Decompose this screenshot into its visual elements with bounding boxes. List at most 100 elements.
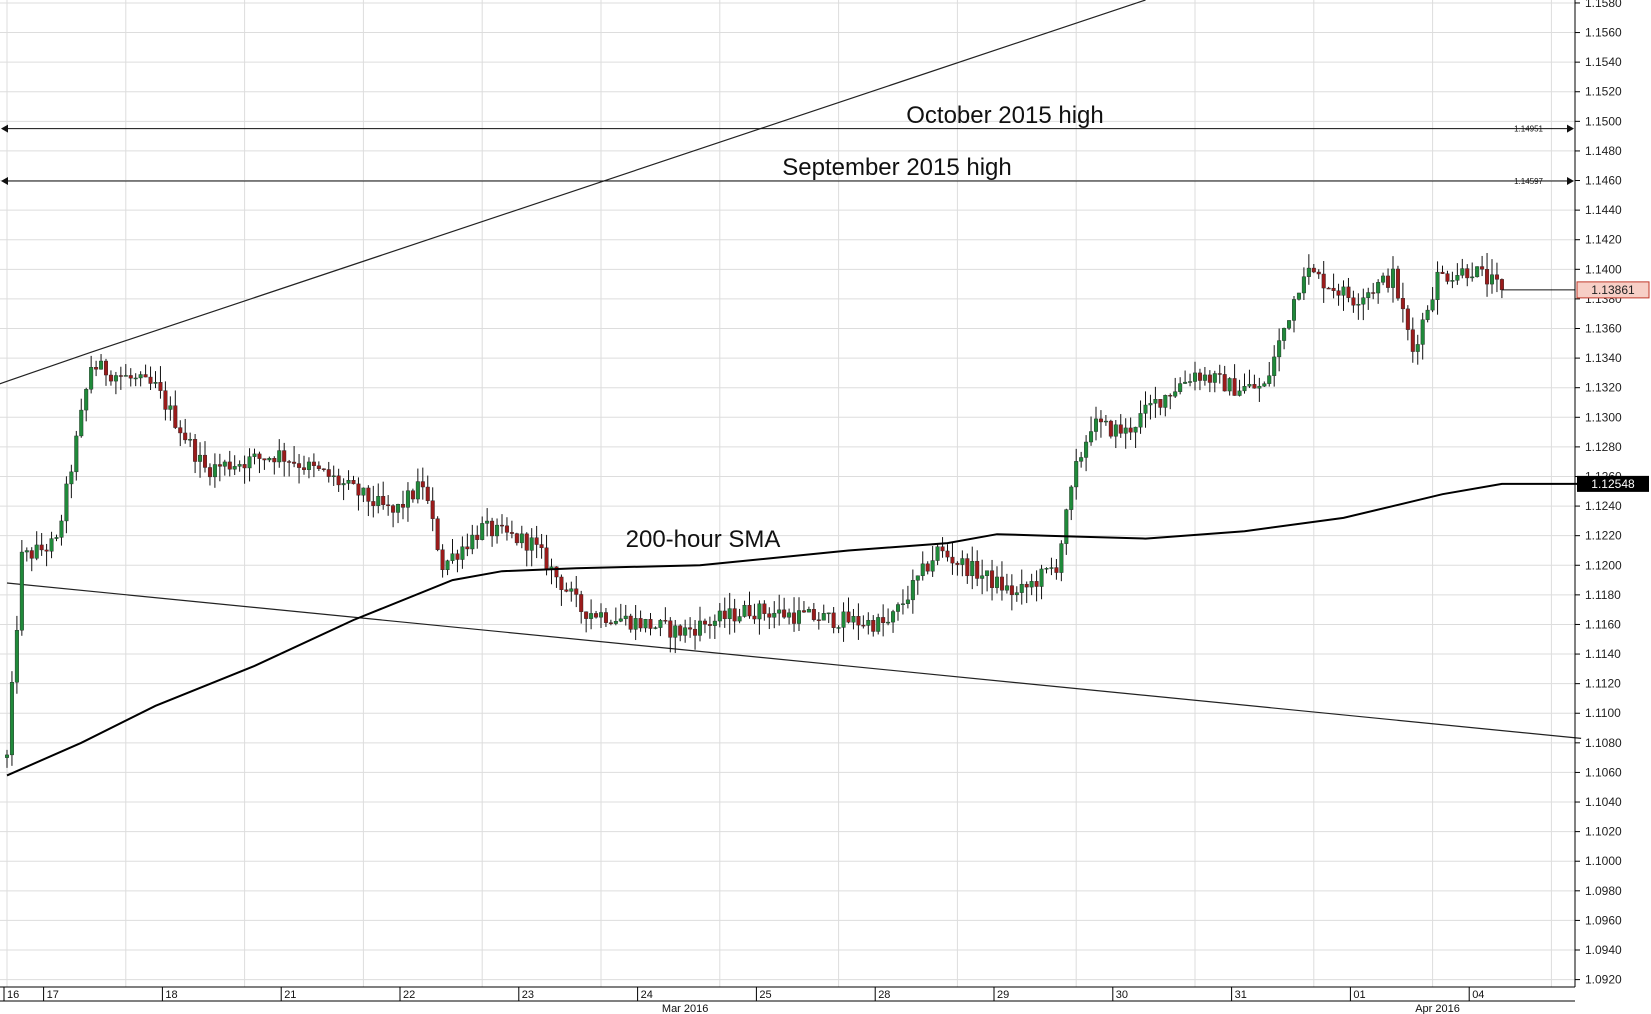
candle-body [777, 609, 782, 614]
candle-body [663, 620, 668, 622]
candle-body [44, 549, 49, 552]
candle-body [806, 609, 811, 613]
candle-body [1247, 384, 1252, 387]
candle-body [94, 367, 99, 370]
candle-body [698, 620, 703, 636]
candle-body [1024, 583, 1029, 588]
candle-body [237, 464, 242, 467]
candle-body [693, 628, 698, 636]
candle-body [985, 570, 990, 576]
candle-body [455, 553, 460, 560]
candle-body [49, 538, 54, 552]
candle-body [475, 534, 480, 540]
candle-body [1118, 424, 1123, 434]
candle-body [297, 463, 302, 468]
level-arrow-left [1, 176, 8, 185]
candle-body [1054, 567, 1059, 573]
candle-body [1306, 267, 1311, 277]
candle-body [594, 613, 599, 618]
candle-body [1158, 399, 1163, 408]
price-tick-label: 1.1120 [1585, 677, 1621, 691]
candle-body [1430, 299, 1435, 311]
price-tick-label: 1.1540 [1585, 55, 1622, 69]
price-tick-label: 1.1340 [1585, 351, 1622, 365]
candle-body [163, 390, 168, 410]
candle-body [1326, 287, 1331, 290]
candle-body [1351, 297, 1356, 306]
candle-body [1019, 583, 1024, 593]
candle-body [529, 537, 534, 551]
candle-body [386, 504, 391, 506]
candle-body [173, 405, 178, 428]
date-tick-label: 24 [641, 989, 653, 1001]
price-tick-label: 1.1080 [1585, 736, 1622, 750]
level-lines: 1.14951 1.14597 [1, 124, 1574, 186]
candle-body [1074, 461, 1079, 488]
candle-body [1064, 509, 1069, 544]
candle-body [1163, 395, 1168, 408]
candle-body [980, 575, 985, 579]
candle-body [896, 604, 901, 612]
candle-body [361, 487, 366, 496]
candle-body [148, 376, 153, 384]
date-tick-label: 25 [759, 989, 771, 1001]
candle-body [1405, 308, 1410, 330]
candle-body [1252, 384, 1257, 389]
candle-body [247, 456, 252, 469]
candle-body [1381, 275, 1386, 283]
candle-body [1034, 581, 1039, 587]
price-tick-label: 1.1400 [1585, 262, 1622, 276]
level-arrow-right [1567, 176, 1574, 185]
candle-body [24, 550, 29, 553]
price-tick-label: 1.1040 [1585, 795, 1622, 809]
candle-body [1049, 567, 1054, 569]
candle-body [702, 620, 707, 625]
candle-body [648, 619, 653, 629]
candle-body [797, 610, 802, 624]
candle-body [396, 503, 401, 513]
candle-body [851, 616, 856, 623]
candle-body [153, 382, 158, 384]
date-tick-label: 18 [165, 989, 177, 1001]
last-price-box [1576, 281, 1650, 299]
date-axis: 16 17 18 21 22 23 24 25 28 29 30 31 01 04 Mar 2016 Apr … [0, 986, 1575, 1014]
level-arrow-right [1567, 124, 1574, 133]
candle-body [1400, 298, 1405, 310]
candle-body [975, 560, 980, 579]
candle-body [940, 546, 945, 552]
candle-body [1376, 282, 1381, 294]
last-price-value: 1.13861 [1591, 283, 1635, 297]
candle-body [99, 360, 104, 370]
candle-body [1207, 374, 1212, 383]
candle-body [1173, 391, 1178, 397]
price-tick-label: 1.1140 [1585, 647, 1621, 661]
candle-body [302, 467, 307, 470]
candle-body [292, 461, 297, 464]
candle-body [227, 461, 232, 470]
candle-body [856, 616, 861, 626]
candle-body [821, 613, 826, 621]
candle-body [925, 563, 930, 572]
candle-body [1153, 399, 1158, 404]
candle-body [287, 461, 292, 463]
candle-body [440, 549, 445, 571]
candle-body [1341, 286, 1346, 296]
level-arrow-left [1, 124, 8, 133]
candle-body [470, 534, 475, 550]
candle-body [589, 613, 594, 619]
candle-body [574, 588, 579, 595]
candle-body [1069, 486, 1074, 510]
candle-body [910, 580, 915, 601]
candle-body [465, 546, 470, 550]
candle-body [633, 618, 638, 630]
price-tick-label: 1.1160 [1585, 617, 1621, 631]
candle-body [202, 454, 207, 468]
candle-body [1301, 276, 1306, 294]
candle-body [920, 563, 925, 576]
candle-body [945, 550, 950, 558]
candle-body [341, 483, 346, 486]
candle-body [1445, 273, 1450, 282]
candle-body [1217, 373, 1222, 375]
candle-body [1009, 585, 1014, 596]
